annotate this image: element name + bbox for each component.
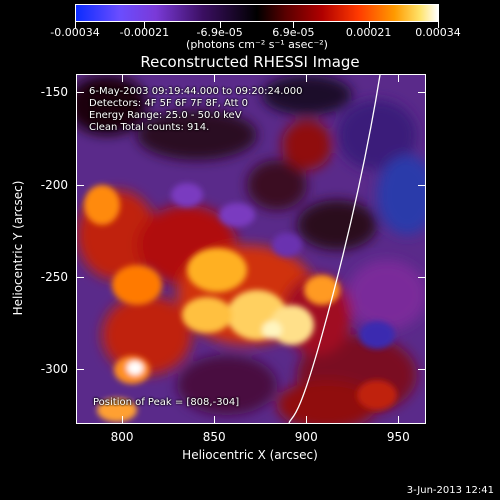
info-energy-range: Energy Range: 25.0 - 50.0 keV (89, 110, 242, 121)
rhessi-image-plot (76, 74, 426, 424)
colorbar-gradient (76, 5, 438, 21)
y-tick-mark-right (418, 368, 426, 370)
y-tick-mark (76, 92, 84, 94)
x-tick-label: 950 (386, 430, 410, 444)
y-tick-label: -200 (40, 177, 68, 192)
x-axis-label: Heliocentric X (arcsec) (182, 448, 318, 462)
observation-info: 6-May-2003 09:19:44.000 to 09:20:24.000 … (89, 87, 302, 135)
timestamp: 3-Jun-2013 12:41 (406, 485, 494, 496)
y-tick-label: -300 (40, 361, 68, 376)
colorbar-tick (219, 22, 221, 28)
x-tick-label: 800 (110, 430, 134, 444)
y-axis-label: Heliocentric Y (arcsec) (11, 180, 25, 316)
plot-title: Reconstructed RHESSI Image (140, 53, 360, 71)
x-tick-mark-top (306, 74, 308, 82)
colorbar-tick (75, 22, 76, 28)
y-tick-label: -150 (40, 85, 68, 100)
y-tick-label: -250 (40, 269, 68, 284)
y-tick-mark (76, 368, 84, 370)
x-tick-mark-top (214, 74, 216, 82)
rhessi-image-svg (77, 75, 425, 423)
info-time-range: 6-May-2003 09:19:44.000 to 09:20:24.000 (89, 86, 303, 97)
image-blobs-bright (84, 183, 397, 422)
colorbar-tick-label: 6.9e-05 (272, 26, 315, 39)
colorbar-units: (photons cm⁻² s⁻¹ asec⁻²) (186, 38, 328, 51)
x-tick-mark (306, 416, 308, 424)
x-tick-mark (122, 416, 124, 424)
y-tick-mark (76, 184, 84, 186)
x-tick-mark-top (398, 74, 400, 82)
colorbar-tick (293, 22, 295, 28)
x-tick-label: 900 (294, 430, 318, 444)
colorbar-tick-label: -0.00021 (119, 26, 170, 39)
colorbar-tick (144, 22, 146, 28)
y-tick-mark-right (418, 92, 426, 94)
x-tick-mark (398, 416, 400, 424)
y-tick-mark-right (418, 276, 426, 278)
colorbar-tick (438, 22, 439, 28)
solar-limb-line (288, 75, 381, 423)
colorbar-tick-label: -0.00034 (50, 26, 100, 39)
colorbar-tick-label: -6.9e-05 (196, 26, 243, 39)
info-detectors: Detectors: 4F 5F 6F 7F 8F, Att 0 (89, 98, 249, 109)
peak-position: Position of Peak = [808,-304] (93, 397, 240, 408)
colorbar (75, 4, 439, 22)
y-tick-mark (76, 276, 84, 278)
y-tick-mark-right (418, 184, 426, 186)
x-tick-mark-top (122, 74, 124, 82)
colorbar-ticks (75, 22, 439, 28)
info-clean-counts: Clean Total counts: 914. (89, 122, 210, 133)
x-tick-label: 850 (202, 430, 226, 444)
colorbar-tick-label: 0.00021 (345, 26, 392, 39)
colorbar-tick (368, 22, 370, 28)
x-tick-mark (214, 416, 216, 424)
colorbar-tick-label: 0.00034 (415, 26, 461, 39)
